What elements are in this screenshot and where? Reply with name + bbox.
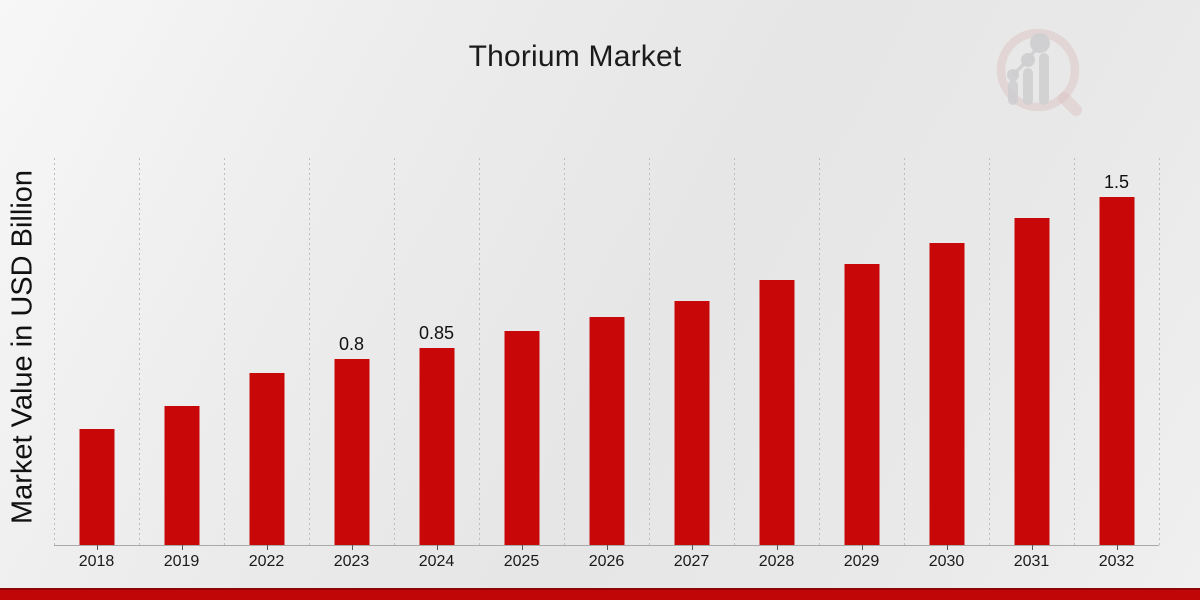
bar-column-2023: 0.8 2023: [309, 155, 394, 570]
x-axis-label-2026: 2026: [588, 553, 625, 570]
bar-2032: [1099, 197, 1134, 545]
x-axis-tick: [1031, 545, 1033, 550]
x-axis-tick: [946, 545, 948, 550]
magnifier-growth-chart-logo: [996, 28, 1082, 116]
bar-value-label-2023: 0.8: [338, 334, 365, 354]
vertical-gridline: [904, 158, 905, 545]
vertical-gridline: [1074, 158, 1075, 545]
x-axis-tick: [96, 545, 98, 550]
bar-column-2029: 2029: [819, 155, 904, 570]
x-axis-tick: [521, 545, 523, 550]
bar-column-2032: 1.5 2032: [1074, 155, 1159, 570]
vertical-gridline: [819, 158, 820, 545]
vertical-gridline: [54, 158, 55, 545]
plot-area: 2018 2019 2022 0.8 2023 0.85 2024 2025 2026 2027 2…: [54, 155, 1160, 570]
x-axis-label-2019: 2019: [163, 553, 200, 570]
bar-column-2031: 2031: [989, 155, 1074, 570]
bar-2022: [249, 373, 284, 545]
x-axis-label-2025: 2025: [503, 553, 540, 570]
x-axis-label-2029: 2029: [843, 553, 880, 570]
bar-2028: [759, 280, 794, 545]
x-axis-tick: [606, 545, 608, 550]
vertical-gridline: [479, 158, 480, 545]
bar-2018: [79, 429, 114, 545]
bar-2030: [929, 243, 964, 545]
vertical-gridline: [139, 158, 140, 545]
bar-value-label-2024: 0.85: [418, 323, 455, 343]
bar-column-2019: 2019: [139, 155, 224, 570]
bar-2027: [674, 301, 709, 545]
vertical-gridline: [394, 158, 395, 545]
footer-accent-bar: [0, 588, 1200, 600]
bar-column-2028: 2028: [734, 155, 819, 570]
x-axis-tick: [266, 545, 268, 550]
bar-column-2018: 2018: [54, 155, 139, 570]
chart-title: Thorium Market: [468, 40, 682, 73]
vertical-gridline: [309, 158, 310, 545]
x-axis-tick: [351, 545, 353, 550]
bar-column-2024: 0.85 2024: [394, 155, 479, 570]
vertical-gridline: [649, 158, 650, 545]
bar-2025: [504, 331, 539, 545]
vertical-gridline: [564, 158, 565, 545]
x-axis-tick: [776, 545, 778, 550]
y-axis-title: Market Value in USD Billion: [6, 169, 39, 525]
bar-column-2022: 2022: [224, 155, 309, 570]
x-axis-label-2022: 2022: [248, 553, 285, 570]
bar-column-2025: 2025: [479, 155, 564, 570]
x-axis-label-2028: 2028: [758, 553, 795, 570]
bar-value-label-2032: 1.5: [1103, 172, 1130, 192]
bar-2024: [419, 348, 454, 545]
x-axis-label-2031: 2031: [1013, 553, 1050, 570]
x-axis-label-2027: 2027: [673, 553, 710, 570]
x-axis-tick: [1116, 545, 1118, 550]
bar-2031: [1014, 218, 1049, 545]
bar-column-2027: 2027: [649, 155, 734, 570]
x-axis-tick: [181, 545, 183, 550]
x-axis-label-2023: 2023: [333, 553, 370, 570]
x-axis-label-2018: 2018: [78, 553, 115, 570]
bar-column-2026: 2026: [564, 155, 649, 570]
bar-2029: [844, 264, 879, 545]
x-axis-label-2030: 2030: [928, 553, 965, 570]
x-axis-label-2032: 2032: [1098, 553, 1135, 570]
x-axis-tick: [861, 545, 863, 550]
bar-column-2030: 2030: [904, 155, 989, 570]
x-axis-tick: [691, 545, 693, 550]
bar-2026: [589, 317, 624, 545]
vertical-gridline: [1159, 158, 1160, 545]
bar-2023: [334, 359, 369, 545]
vertical-gridline: [734, 158, 735, 545]
x-axis-tick: [436, 545, 438, 550]
vertical-gridline: [224, 158, 225, 545]
bar-2019: [164, 406, 199, 545]
x-axis-label-2024: 2024: [418, 553, 455, 570]
vertical-gridline: [989, 158, 990, 545]
